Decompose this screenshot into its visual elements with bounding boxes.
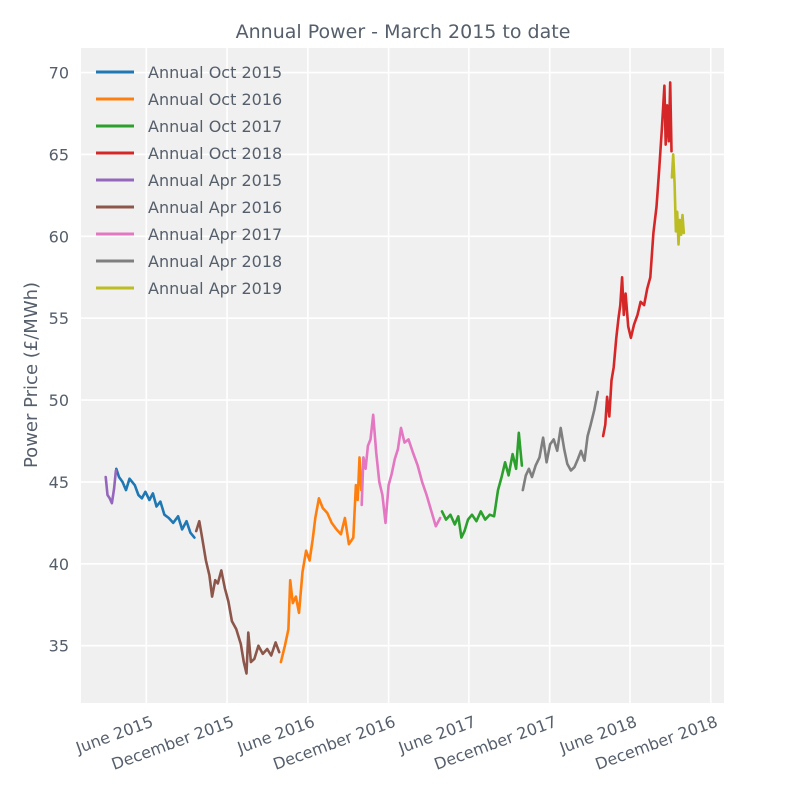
legend-label: Annual Apr 2017 [148,225,282,244]
legend-item: Annual Apr 2017 [96,225,282,244]
series-line-8 [670,153,686,246]
y-tick-label: 50 [49,391,69,410]
legend-label: Annual Apr 2018 [148,252,282,271]
legend-label: Annual Oct 2016 [148,90,282,109]
y-tick-label: 35 [49,637,69,656]
series-line-3 [601,81,673,438]
series-line-7 [521,390,600,492]
y-tick-label: 70 [49,64,69,83]
y-tick-labels: 35 40 45 50 55 60 65 70 [49,64,69,656]
y-axis-label: Power Price (£/MWh) [21,282,42,468]
legend-item: Annual Oct 2015 [96,63,282,82]
legend-label: Annual Oct 2015 [148,63,282,82]
legend-label: Annual Apr 2019 [148,279,282,298]
legend-item: Annual Oct 2017 [96,117,282,136]
legend-item: Annual Apr 2015 [96,171,282,190]
y-tick-label: 60 [49,227,69,246]
legend-item: Annual Apr 2016 [96,198,282,217]
series-line-1 [279,456,363,664]
legend-item: Annual Oct 2016 [96,90,282,109]
y-tick-label: 65 [49,145,69,164]
y-tick-label: 40 [49,555,69,574]
series-lines [104,81,686,675]
legend-item: Annual Oct 2018 [96,144,282,163]
series-line-2 [440,431,524,539]
y-tick-label: 55 [49,309,69,328]
legend-label: Annual Oct 2018 [148,144,282,163]
series-line-0 [115,467,196,539]
y-tick-label: 45 [49,473,69,492]
chart-title: Annual Power - March 2015 to date [236,21,571,43]
plot-area [81,48,724,703]
legend-label: Annual Apr 2015 [148,171,282,190]
legend-label: Annual Apr 2016 [148,198,282,217]
series-line-6 [360,413,442,528]
legend: Annual Oct 2015 Annual Oct 2016 Annual Oct… [96,63,282,298]
legend-label: Annual Oct 2017 [148,117,282,136]
series-line-5 [194,519,281,675]
series-line-4 [104,469,118,505]
legend-item: Annual Apr 2018 [96,252,282,271]
legend-item: Annual Apr 2019 [96,279,282,298]
